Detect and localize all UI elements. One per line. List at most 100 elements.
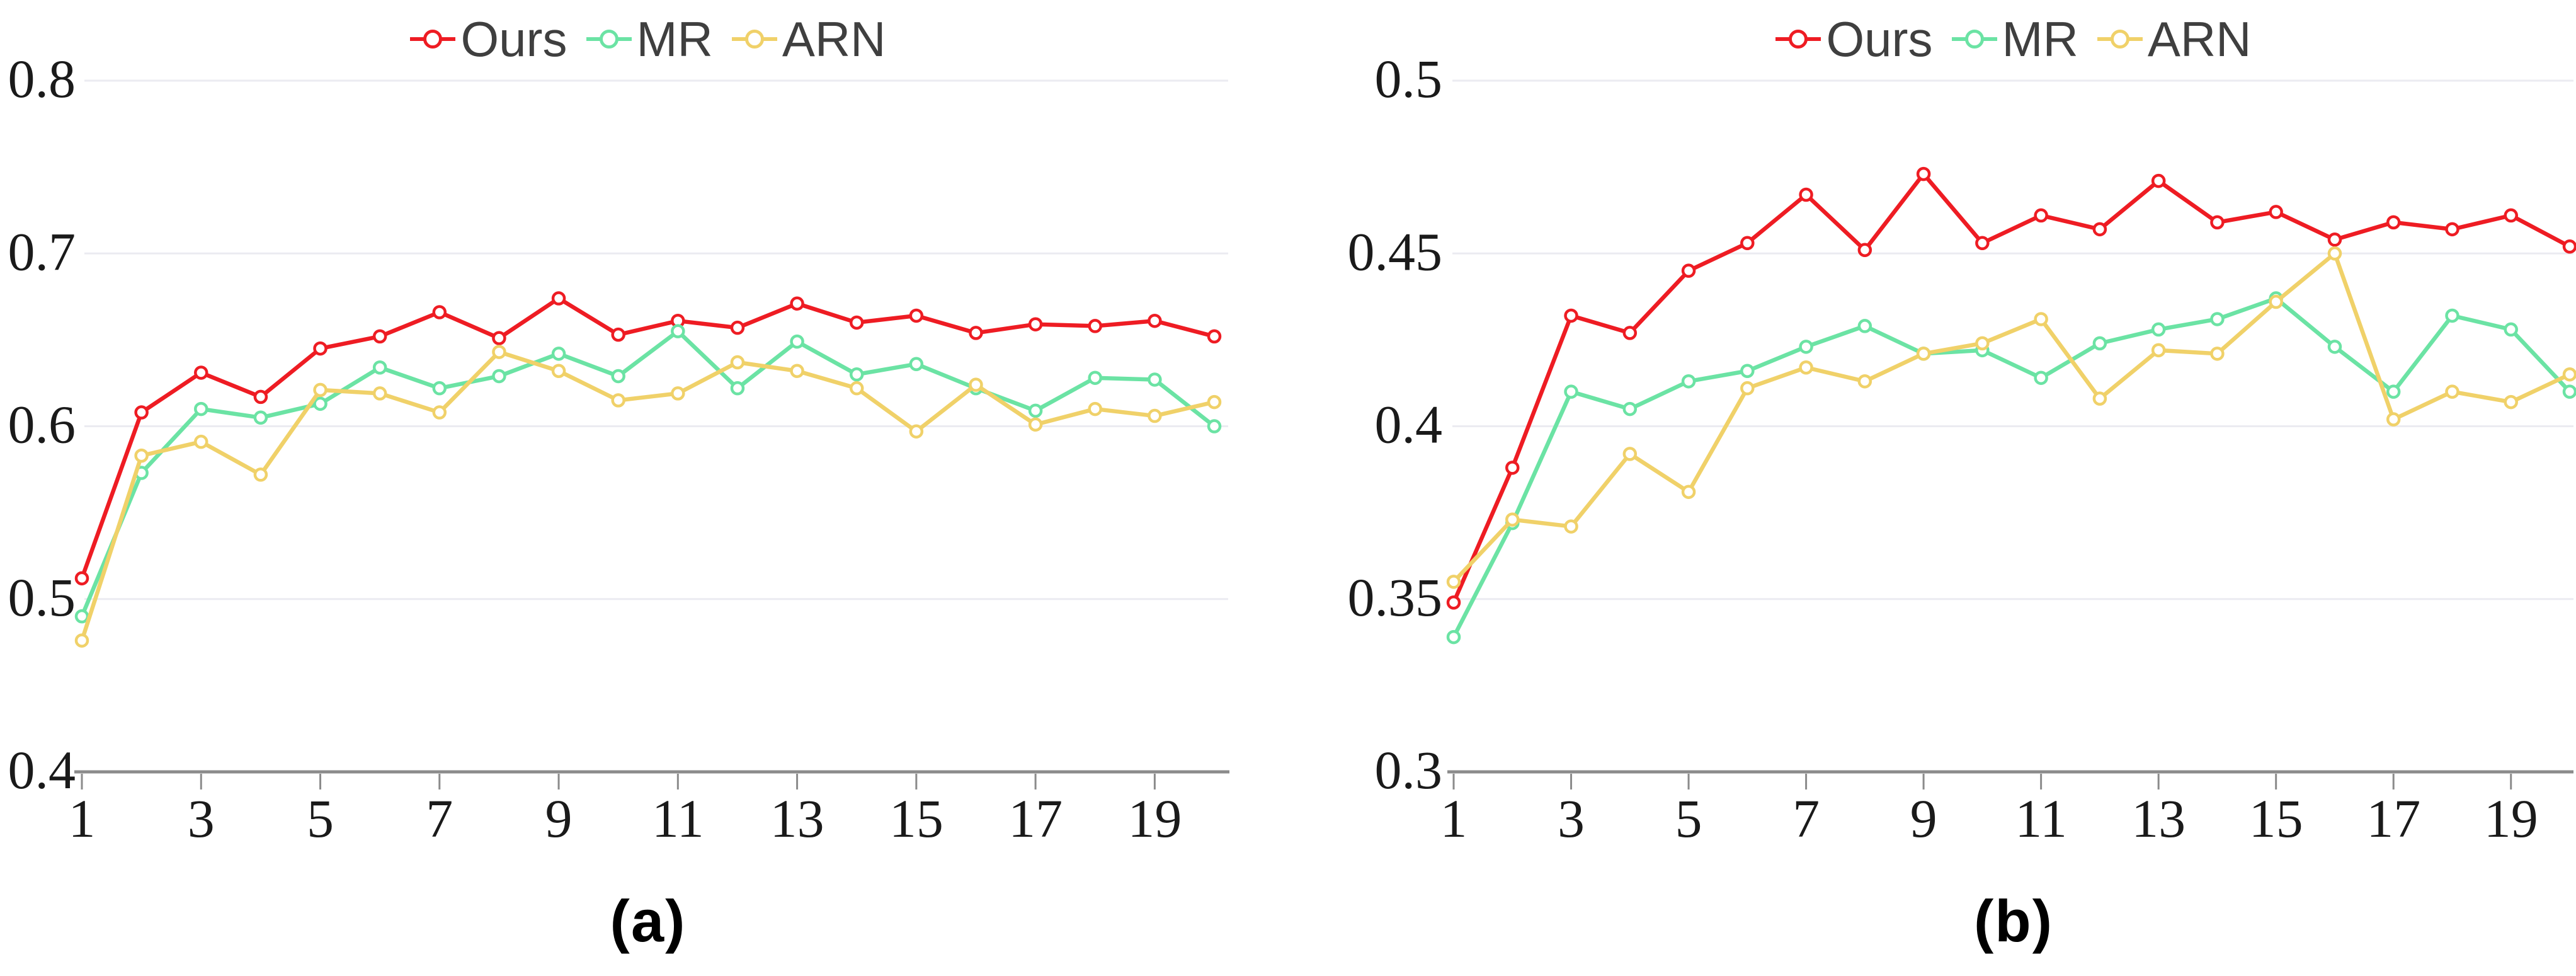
legend-label: Ours	[1826, 11, 1933, 67]
data-point-marker	[194, 434, 208, 449]
data-point-marker	[1916, 166, 1931, 181]
legend-chart-a: Ours MR ARN	[82, 9, 1214, 69]
data-point-marker	[790, 334, 804, 349]
data-point-marker	[1148, 313, 1162, 328]
data-point-marker	[2151, 322, 2166, 337]
data-point-marker	[1622, 447, 1638, 461]
gridlines	[84, 79, 1228, 600]
x-tick-label: 5	[1675, 788, 1702, 849]
legend-marker-icon	[1775, 30, 1821, 49]
data-point-marker	[2151, 173, 2166, 188]
data-point-marker	[2445, 384, 2459, 399]
data-point-marker	[1088, 370, 1102, 385]
data-point-marker	[1207, 394, 1222, 410]
legend-circle	[744, 30, 764, 49]
data-point-marker	[849, 315, 864, 330]
data-point-marker	[849, 381, 864, 396]
legend-chart-b: Ours MR ARN	[1454, 9, 2573, 69]
x-tick-label: 7	[426, 788, 453, 849]
y-tick-label: 0.5	[1375, 49, 1443, 109]
data-point-marker	[372, 386, 387, 401]
data-point-marker	[2210, 312, 2225, 326]
legend-item-ours: Ours	[1775, 11, 1933, 68]
data-point-marker	[134, 448, 149, 463]
data-point-marker	[2327, 340, 2342, 354]
y-tick-label: 0.4	[8, 740, 76, 800]
data-point-marker	[1446, 575, 1461, 589]
data-point-marker	[909, 308, 924, 323]
legend-marker-icon	[410, 30, 456, 49]
legend-item-mr: MR	[586, 11, 713, 68]
data-point-marker	[611, 369, 625, 384]
data-point-marker	[1622, 326, 1638, 340]
data-point-marker	[790, 296, 804, 311]
data-point-marker	[492, 345, 506, 359]
x-tick-label: 9	[1910, 788, 1937, 849]
chart-a: 1 3 5 7 9 11 13 15 17 190.80.70.60.50.4	[8, 49, 1229, 849]
legend-marker-icon	[586, 30, 632, 49]
data-point-marker	[1740, 381, 1755, 396]
legend-item-arn: ARN	[2097, 11, 2252, 68]
data-point-marker	[969, 326, 983, 340]
data-point-marker	[671, 324, 685, 338]
y-tick-label: 0.35	[1348, 567, 1443, 628]
data-point-marker	[790, 364, 804, 378]
data-point-marker	[2269, 294, 2283, 309]
data-point-marker	[2269, 205, 2283, 219]
x-tick-label: 15	[2249, 788, 2303, 849]
data-point-marker	[134, 405, 149, 420]
data-point-marker	[2034, 208, 2048, 223]
data-point-marker	[1028, 403, 1043, 418]
data-point-marker	[1505, 512, 1520, 527]
data-point-marker	[2386, 412, 2401, 427]
x-tick-label: 19	[2484, 788, 2538, 849]
data-point-marker	[1681, 374, 1696, 389]
data-point-marker	[1681, 485, 1696, 499]
data-point-marker	[2504, 394, 2518, 410]
y-tick-label: 0.4	[1375, 394, 1443, 455]
data-point-marker	[2445, 222, 2459, 237]
x-tick-label: 7	[1792, 788, 1820, 849]
data-point-marker	[2034, 312, 2048, 326]
data-point-marker	[2562, 384, 2576, 399]
gridlines	[1452, 79, 2573, 600]
x-tick-label: 19	[1127, 788, 1182, 849]
data-point-marker	[1975, 236, 1990, 251]
y-tick-label: 0.6	[8, 394, 76, 455]
series-arn	[1446, 246, 2576, 589]
data-point-marker	[1564, 384, 1578, 399]
data-point-marker	[1446, 595, 1461, 610]
caption-b: (b)	[1973, 888, 2054, 954]
series-mr	[74, 324, 1222, 624]
data-point-marker	[1088, 319, 1102, 333]
legend-item-arn: ARN	[731, 11, 886, 68]
series-line	[79, 296, 1217, 581]
data-point-marker	[1799, 340, 1813, 354]
series-ours	[74, 291, 1222, 586]
y-ticks: 0.5 0.45 0.4 0.35 0.3	[1348, 49, 1443, 800]
x-tick-label: 13	[2131, 788, 2186, 849]
data-point-marker	[432, 405, 447, 420]
data-point-marker	[1916, 347, 1931, 361]
data-point-marker	[611, 327, 625, 342]
data-point-marker	[671, 386, 685, 401]
data-point-marker	[730, 355, 745, 370]
data-point-marker	[313, 382, 328, 398]
x-tick-label: 1	[1440, 788, 1468, 849]
x-tick-label: 17	[2366, 788, 2420, 849]
y-tick-label: 0.3	[1375, 740, 1443, 800]
data-point-marker	[74, 571, 89, 586]
legend-circle	[599, 30, 618, 49]
data-point-marker	[2504, 322, 2518, 337]
data-point-marker	[372, 329, 387, 344]
data-point-marker	[1505, 461, 1520, 475]
data-point-marker	[1148, 408, 1162, 423]
data-point-marker	[1740, 236, 1755, 251]
data-point-marker	[2445, 308, 2459, 323]
series-line	[1451, 171, 2572, 605]
data-point-marker	[1088, 401, 1102, 416]
data-point-marker	[2151, 343, 2166, 358]
x-tick-label: 11	[652, 788, 704, 849]
data-point-marker	[909, 424, 924, 439]
x-tick-label: 13	[770, 788, 824, 849]
